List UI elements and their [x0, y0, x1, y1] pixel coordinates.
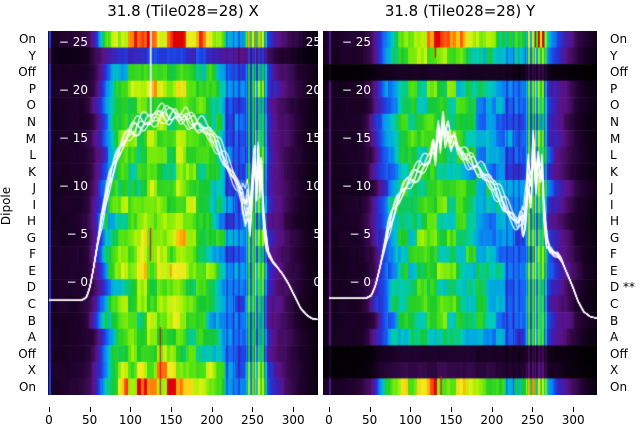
row-label-b: B: [27, 313, 36, 328]
x-tick-mark: [49, 407, 50, 412]
x-tick-label: 0: [45, 413, 53, 427]
row-label-f: F: [610, 247, 617, 262]
x-tick-mark: [252, 407, 254, 412]
x-tick-label: 250: [241, 413, 264, 427]
x-tick-label: 200: [200, 413, 224, 427]
x-tick-mark: [171, 407, 173, 412]
row-label-off: Off: [18, 65, 36, 80]
row-label-on: On: [610, 379, 628, 394]
x-tick-label: 50: [82, 413, 98, 427]
heatmap-panel-x: − 25 25 − 20 20 − 15 15 − 10 10 − 5 5 − 0 0: [48, 31, 318, 395]
row-label-h: H: [26, 214, 36, 229]
row-label-g: G: [26, 230, 36, 245]
db-tick-label-right: 5: [313, 227, 318, 241]
db-tick-label: − 0: [66, 275, 88, 289]
left-panel-title: 31.8 (Tile028=28) X: [107, 2, 259, 20]
db-tick-label: − 0: [349, 275, 371, 289]
db-tick-label: − 25: [341, 35, 371, 49]
x-tick-mark: [130, 407, 132, 412]
db-tick-label: − 20: [58, 83, 88, 97]
x-tick-label: 150: [439, 413, 463, 427]
row-label-h: H: [610, 214, 620, 229]
row-label-i: I: [610, 197, 614, 212]
db-tick-label: − 5: [349, 227, 371, 241]
row-label-o: O: [26, 98, 36, 113]
x-tick-mark: [410, 407, 412, 412]
row-label-a: A: [610, 330, 619, 345]
row-label-off: Off: [18, 346, 36, 361]
row-label-y: Y: [610, 48, 618, 63]
row-label-o: O: [610, 98, 620, 113]
heatmap-canvas-y: [323, 31, 597, 395]
x-tick-label: 100: [398, 413, 422, 427]
x-tick-mark: [293, 407, 295, 412]
row-label-p: P: [610, 81, 618, 96]
row-label-off: Off: [610, 65, 628, 80]
x-tick-label: 250: [521, 413, 544, 427]
row-label-n: N: [610, 115, 619, 129]
row-label-p: P: [28, 81, 36, 96]
row-label-j: J: [32, 181, 36, 196]
row-label-n: N: [27, 115, 36, 129]
x-tick-mark: [573, 407, 575, 412]
db-tick-label-right: 10: [305, 179, 318, 193]
db-tick-label: − 10: [341, 179, 371, 193]
db-tick-label: − 15: [58, 131, 88, 145]
row-label-i: I: [32, 197, 36, 212]
row-label-on: On: [610, 32, 628, 47]
heatmap-canvas-x: [48, 31, 318, 395]
db-tick-label-right: 15: [305, 131, 318, 145]
x-tick-label: 0: [325, 413, 333, 427]
row-label-y: Y: [28, 48, 36, 63]
x-tick-mark: [369, 407, 371, 412]
row-label-j: J: [610, 181, 614, 196]
db-tick-label-right: 20: [305, 83, 318, 97]
row-label-m: M: [610, 131, 621, 146]
x-tick-label: 200: [480, 413, 504, 427]
row-label-g: G: [610, 230, 620, 245]
x-tick-label: 300: [281, 413, 305, 427]
row-label-c: C: [610, 297, 619, 311]
row-label-off: Off: [610, 346, 628, 361]
x-tick-label: 100: [118, 413, 142, 427]
row-label-b: B: [610, 313, 619, 328]
row-label-k: K: [28, 164, 36, 179]
right-panel-title: 31.8 (Tile028=28) Y: [384, 2, 536, 20]
row-label-x: X: [610, 363, 619, 378]
row-label-e: E: [28, 263, 36, 278]
db-tick-label: − 15: [341, 131, 371, 145]
row-label-f: F: [29, 247, 36, 262]
row-label-d: D **: [610, 280, 636, 295]
row-label-c: C: [27, 297, 36, 311]
db-tick-label: − 5: [66, 227, 88, 241]
row-label-l: L: [29, 148, 36, 163]
x-tick-label: 300: [561, 413, 585, 427]
row-label-on: On: [18, 32, 36, 47]
row-label-on: On: [18, 379, 36, 394]
x-tick-mark: [329, 407, 330, 412]
db-tick-label-right: 0: [313, 275, 318, 289]
x-tick-mark: [491, 407, 493, 412]
db-tick-label: − 10: [58, 179, 88, 193]
row-label-l: L: [610, 148, 617, 163]
row-label-e: E: [610, 263, 618, 278]
row-label-x: X: [27, 363, 36, 378]
x-tick-label: 150: [159, 413, 183, 427]
row-label-m: M: [25, 131, 36, 146]
x-tick-mark: [89, 407, 91, 412]
db-tick-label: − 20: [341, 83, 371, 97]
db-tick-label: − 25: [58, 35, 88, 49]
x-tick-mark: [532, 407, 534, 412]
row-label-k: K: [610, 164, 618, 179]
row-label-d: D: [26, 280, 36, 295]
x-tick-mark: [211, 407, 213, 412]
x-tick-label: 50: [362, 413, 378, 427]
db-tick-label-right: 25: [305, 35, 318, 49]
x-tick-mark: [451, 407, 453, 412]
row-label-a: A: [27, 330, 36, 345]
heatmap-panel-y: − 25 − 20 − 15 − 10 − 5 − 0: [323, 31, 597, 395]
